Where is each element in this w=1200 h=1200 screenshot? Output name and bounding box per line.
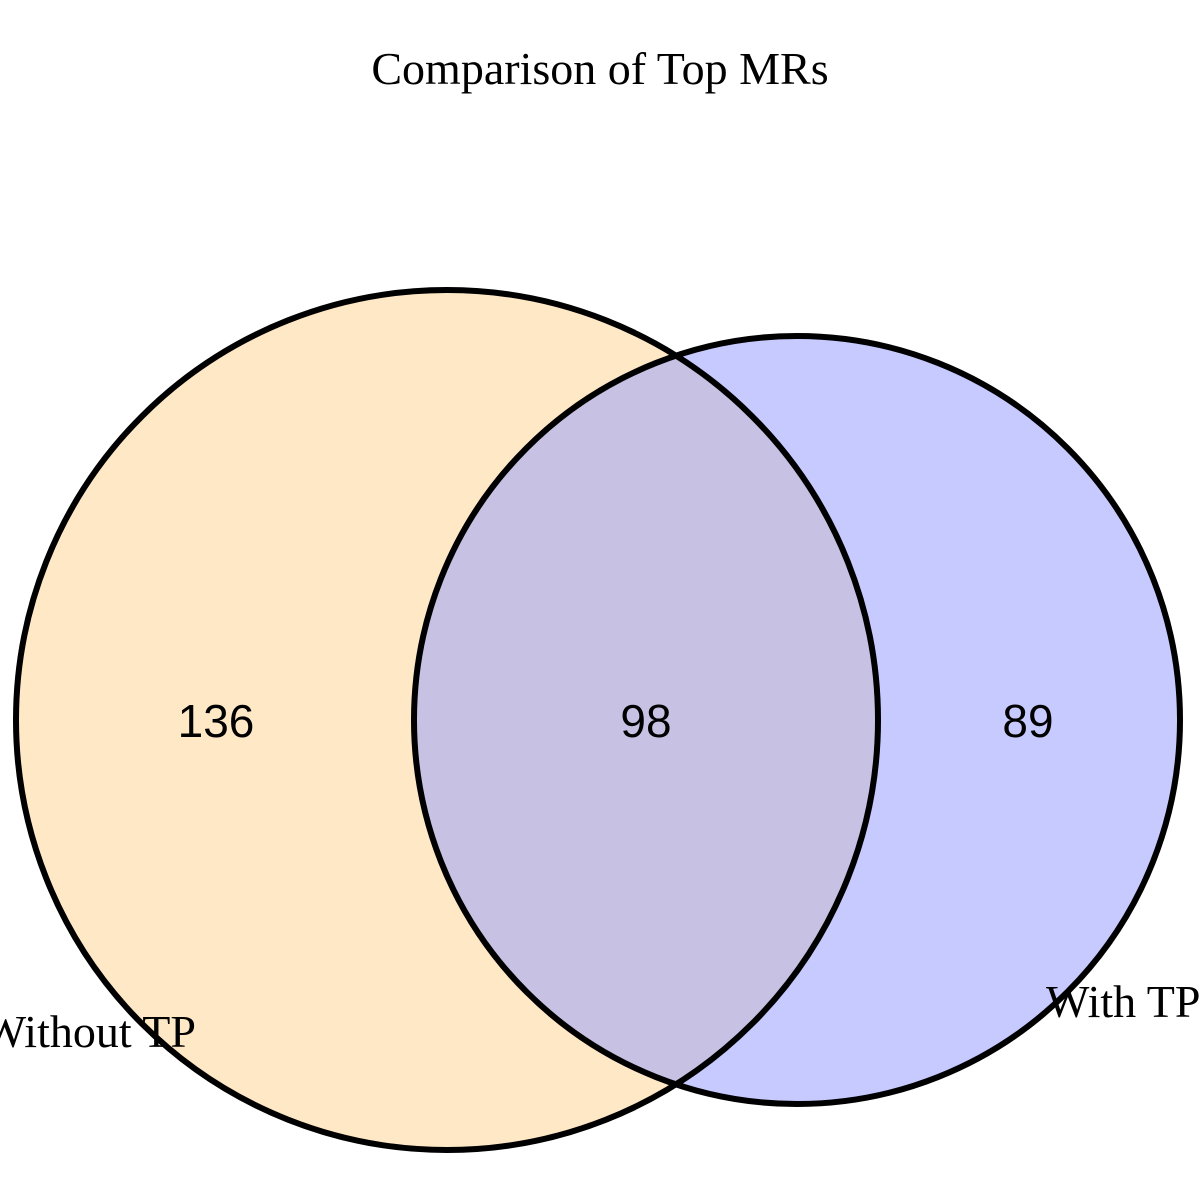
count-intersection: 98: [620, 695, 671, 747]
diagram-title: Comparison of Top MRs: [371, 43, 828, 94]
count-without-tp-only: 136: [178, 695, 255, 747]
intersection-fill: [414, 336, 878, 1104]
count-with-tp-only: 89: [1002, 695, 1053, 747]
set-without-tp-outline: [13, 287, 881, 1153]
set-label-without-tp: Without TP: [0, 1006, 196, 1057]
set-label-with-tp: With TP: [1046, 976, 1200, 1027]
set-with-tp-outline: [411, 333, 1183, 1107]
